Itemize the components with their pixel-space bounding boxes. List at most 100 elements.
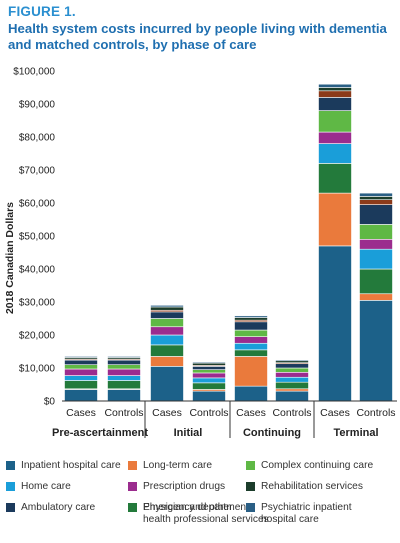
bar-segment — [107, 356, 141, 358]
bar-segment — [318, 131, 352, 144]
bar-segment — [150, 306, 184, 311]
bar-segment — [150, 326, 184, 336]
y-tick-label: $30,000 — [19, 298, 56, 309]
y-tick-label: $10,000 — [19, 364, 56, 375]
bar-segment — [64, 380, 98, 390]
bar-segment — [275, 390, 309, 402]
x-tick-label: Controls — [104, 407, 143, 419]
bar-segment — [234, 349, 268, 357]
x-axis-labels: Cases Controls Cases Controls Cases Controls C… — [66, 407, 395, 419]
group-labels: Pre-ascertainment Initial Continuing Termin… — [52, 427, 379, 439]
bar-segment — [150, 356, 184, 367]
x-tick-label: Controls — [356, 407, 395, 419]
y-axis-ticks: $0 $10,000 $20,000 $30,000 $40,000 $50,000 $60… — [13, 67, 55, 408]
bar-segment — [64, 368, 98, 376]
bar-segment — [318, 97, 352, 111]
chart-title: Health system costs incurred by people l… — [8, 21, 387, 52]
bar-segment — [107, 375, 141, 381]
bar-segment — [64, 359, 98, 365]
bar-segment — [192, 362, 226, 366]
bar-segment — [107, 389, 141, 402]
bar-segment — [359, 204, 393, 225]
bar-segment — [64, 375, 98, 381]
bar-segment — [275, 363, 309, 369]
bar-segment — [150, 311, 184, 319]
bar-segment — [359, 248, 393, 270]
y-tick-label: $0 — [44, 397, 56, 408]
bar-segment — [64, 389, 98, 402]
bar-segment — [192, 390, 226, 402]
bar-segment — [234, 329, 268, 337]
bar-segment — [192, 382, 226, 390]
group-label: Pre-ascertainment — [52, 427, 148, 439]
x-tick-label: Controls — [189, 407, 228, 419]
bar-segment — [192, 366, 226, 370]
bar-segment — [275, 388, 309, 392]
bar-segment — [318, 143, 352, 164]
bar-segment — [318, 83, 352, 88]
bar-segment — [275, 371, 309, 378]
group-label: Terminal — [333, 427, 378, 439]
bar-segment — [192, 369, 226, 374]
bar-segment — [150, 344, 184, 357]
bar-segment — [359, 224, 393, 240]
bar-segment — [318, 87, 352, 92]
bar-segment — [359, 293, 393, 301]
bar-segment — [359, 192, 393, 197]
bars — [64, 83, 393, 402]
bar-segment — [359, 239, 393, 250]
bar-segment — [234, 321, 268, 331]
group-label: Continuing — [243, 427, 301, 439]
bar-segment — [150, 366, 184, 402]
bar-segment — [359, 196, 393, 200]
figure-label: FIGURE 1. — [8, 4, 76, 19]
bar-segment — [107, 380, 141, 390]
x-tick-label: Cases — [66, 407, 96, 419]
bar-segment — [275, 376, 309, 383]
bar-segment — [192, 361, 226, 364]
x-tick-label: Controls — [272, 407, 311, 419]
y-tick-label: $70,000 — [19, 166, 56, 177]
y-tick-label: $40,000 — [19, 265, 56, 276]
y-tick-label: $60,000 — [19, 199, 56, 210]
bar-segment — [234, 315, 268, 318]
bar-segment — [234, 356, 268, 387]
x-tick-label: Cases — [320, 407, 350, 419]
y-tick-label: $80,000 — [19, 133, 56, 144]
bar-segment — [234, 336, 268, 344]
bar-segment — [318, 90, 352, 98]
bar-segment — [150, 318, 184, 328]
bar-segment — [107, 359, 141, 365]
bar-segment — [318, 245, 352, 402]
group-label: Initial — [174, 427, 203, 439]
bar-segment — [275, 367, 309, 373]
y-tick-label: $50,000 — [19, 232, 56, 243]
bar-segment — [150, 304, 184, 308]
bar-segment — [275, 381, 309, 390]
bar-segment — [64, 364, 98, 370]
bar-segment — [359, 199, 393, 205]
bar-segment — [234, 385, 268, 402]
y-tick-label: $90,000 — [19, 100, 56, 111]
bar-segment — [275, 359, 309, 362]
bar-segment — [318, 110, 352, 133]
bar-segment — [234, 342, 268, 351]
bar-segment — [318, 192, 352, 247]
y-axis-label: 2018 Canadian Dollars — [4, 202, 16, 314]
y-tick-label: $100,000 — [13, 67, 55, 78]
bar-segment — [192, 377, 226, 384]
bar-segment — [359, 300, 393, 402]
y-tick-label: $20,000 — [19, 331, 56, 342]
x-tick-label: Cases — [236, 407, 266, 419]
bar-segment — [192, 372, 226, 379]
bar-segment — [359, 268, 393, 295]
bar-segment — [64, 356, 98, 358]
bar-segment — [318, 163, 352, 194]
bar-segment — [234, 317, 268, 321]
bar-segment — [107, 368, 141, 376]
group-separators — [144, 401, 315, 438]
bar-segment — [107, 364, 141, 370]
x-tick-label: Cases — [152, 407, 182, 419]
bar-segment — [150, 334, 184, 346]
